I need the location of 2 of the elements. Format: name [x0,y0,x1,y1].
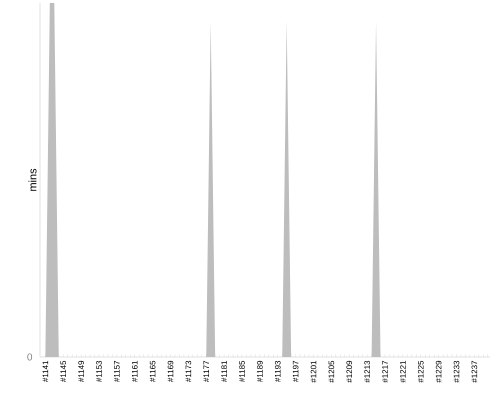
y-axis-title: mins [28,168,36,191]
text: 0 [27,353,32,361]
